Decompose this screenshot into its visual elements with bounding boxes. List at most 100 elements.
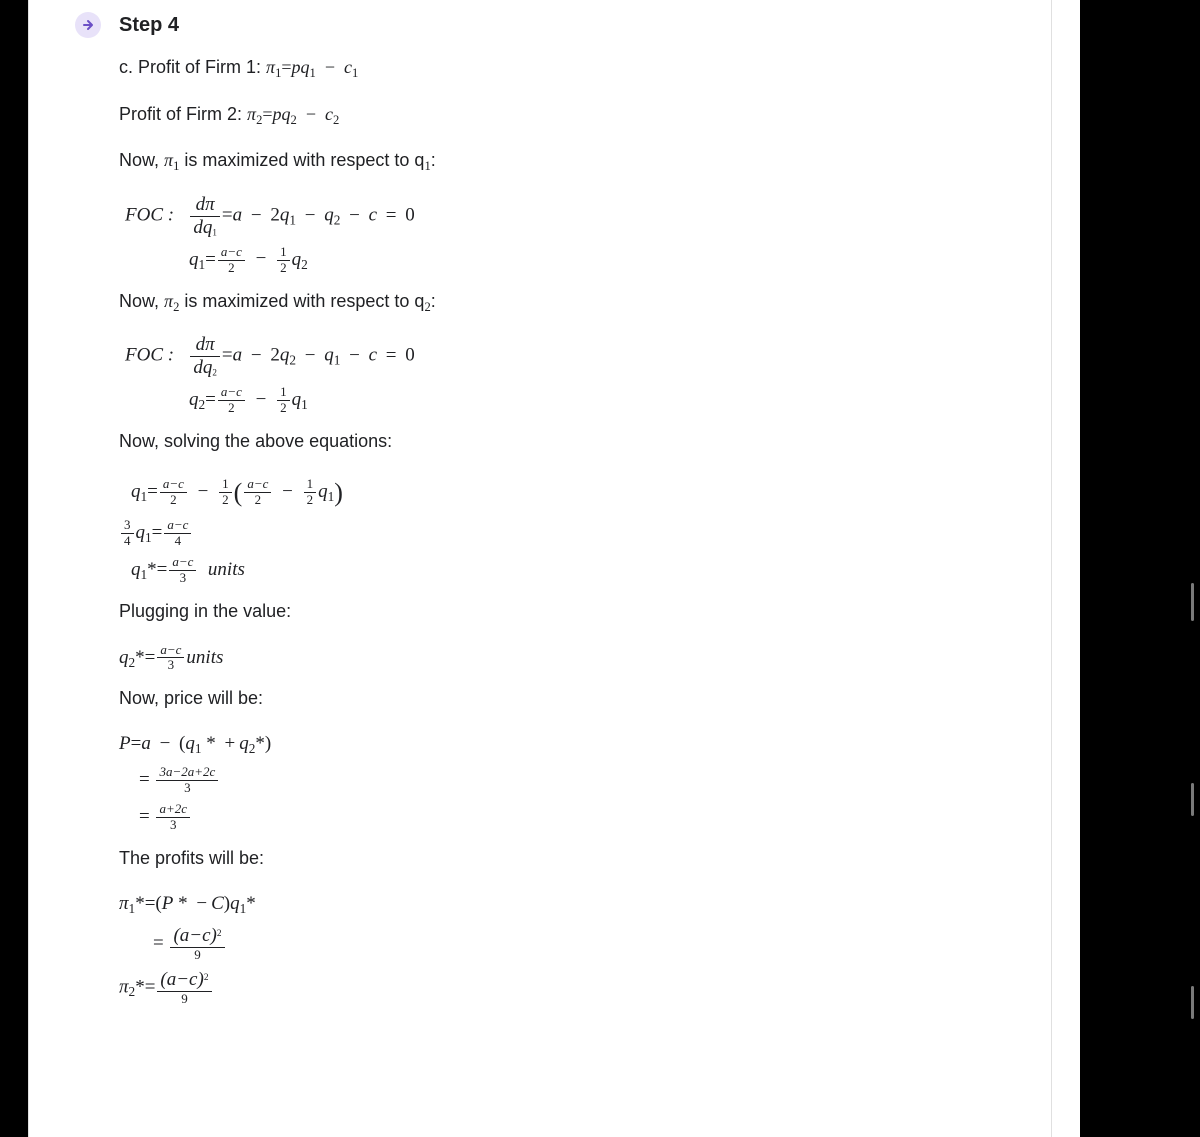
math: − — [278, 481, 297, 502]
math: π — [164, 291, 173, 311]
sub: 2 — [212, 368, 217, 378]
sup: 2 — [217, 929, 222, 939]
math: q — [230, 893, 240, 914]
math: * — [206, 733, 216, 754]
math: a — [233, 205, 243, 226]
math: − — [194, 481, 213, 502]
math: 1 — [277, 245, 290, 261]
scrollbar-thumb-2[interactable] — [1191, 783, 1194, 816]
math: 2 — [218, 261, 245, 276]
equation: q1= a−c 2 − 1 2 q2 — [189, 245, 1011, 276]
text-line: Now, price will be: — [119, 685, 1011, 712]
math: q — [239, 733, 249, 754]
math: q — [203, 217, 213, 238]
math: = — [145, 893, 156, 914]
math: 2 — [270, 345, 280, 366]
text-line: Now, π1 is maximized with respect to q1: — [119, 147, 1011, 176]
equation: q1= a−c 2 − 1 2 ( a−c 2 − 1 2 q1) — [131, 473, 1011, 512]
math: q — [189, 389, 199, 410]
math: = — [262, 104, 272, 124]
math: 4 — [164, 534, 191, 549]
sub: 1 — [195, 741, 202, 756]
text-line: c. Profit of Firm 1: π1=pq1 − c1 — [119, 54, 1011, 83]
text-line: Now, π2 is maximized with respect to q2: — [119, 288, 1011, 317]
text-line: Plugging in the value: — [119, 598, 1011, 625]
equation: π2*= (a−c)2 9 — [119, 969, 1011, 1007]
math: 2 — [277, 261, 290, 276]
math: (a−c) — [160, 969, 203, 990]
math: q — [292, 248, 302, 269]
math: = — [222, 205, 233, 226]
equation: q2*= a−c 3 units — [119, 643, 1011, 674]
math: − — [302, 104, 320, 124]
math: 2 — [270, 205, 280, 226]
math: 2 — [219, 493, 232, 508]
right-black-strip — [1080, 0, 1200, 1137]
sub: 1 — [145, 530, 152, 545]
step-badge[interactable] — [75, 12, 101, 38]
math: q — [282, 104, 291, 124]
math: * — [147, 558, 157, 579]
math: q — [136, 522, 146, 543]
sub: 1 — [301, 397, 308, 412]
math: q — [131, 481, 141, 502]
frac: a+2c 3 — [156, 802, 190, 833]
math: P — [162, 893, 174, 914]
math: units — [208, 558, 245, 579]
step-header: Step 4 — [75, 12, 1011, 38]
math: 2 — [277, 401, 290, 416]
math: 1 — [304, 477, 317, 493]
text-line: Now, solving the above equations: — [119, 428, 1011, 455]
math: 1 — [219, 477, 232, 493]
math: FOC : — [125, 205, 174, 226]
math: c — [344, 57, 352, 77]
math: 2 — [244, 493, 271, 508]
math: * — [255, 733, 265, 754]
math: = — [139, 769, 150, 790]
equation: FOC : dπ dq2 =a − 2q2 − q1 − c = 0 — [125, 334, 1011, 379]
math: * — [135, 893, 145, 914]
math: c — [369, 205, 377, 226]
math: 2 — [304, 493, 317, 508]
math: q — [324, 345, 334, 366]
sub: 2 — [333, 112, 339, 126]
math: units — [186, 646, 223, 667]
math: p — [273, 104, 282, 124]
step-title: Step 4 — [119, 14, 179, 37]
scrollbar-thumb-3[interactable] — [1191, 986, 1194, 1019]
math: 2 — [160, 493, 187, 508]
paren: ) — [334, 478, 343, 507]
frac: a−c 3 — [157, 643, 184, 674]
sub: 1 — [289, 213, 296, 228]
paren: ( — [234, 478, 243, 507]
math: − — [252, 389, 271, 410]
math: − — [247, 205, 266, 226]
math: π — [247, 104, 256, 124]
math: 3a−2a+2c — [156, 765, 218, 781]
math: a−c — [244, 477, 271, 493]
frac: a−c 2 — [218, 245, 245, 276]
math: = — [205, 248, 216, 269]
frac: a−c 2 — [218, 385, 245, 416]
math: = — [145, 976, 156, 997]
text-line: Profit of Firm 2: π2=pq2 − c2 — [119, 101, 1011, 130]
math: q — [280, 205, 290, 226]
equation: q2= a−c 2 − 1 2 q1 — [189, 385, 1011, 416]
math: q — [203, 357, 213, 378]
equation: π1*=(P * −C)q1* — [119, 890, 1011, 919]
sub: 1 — [310, 66, 316, 80]
math: 0 — [405, 205, 415, 226]
math: π — [164, 150, 173, 170]
math: π — [119, 976, 129, 997]
paren: ) — [265, 733, 271, 754]
math: = — [205, 389, 216, 410]
sub: 1 — [334, 353, 341, 368]
math: P — [119, 733, 131, 754]
frac: 1 2 — [219, 477, 232, 508]
text: Now, — [119, 291, 164, 311]
sub: 1 — [212, 228, 217, 238]
math: * — [135, 976, 145, 997]
sub: 2 — [301, 256, 308, 271]
scrollbar-thumb-1[interactable] — [1191, 583, 1194, 621]
math: = — [131, 733, 142, 754]
